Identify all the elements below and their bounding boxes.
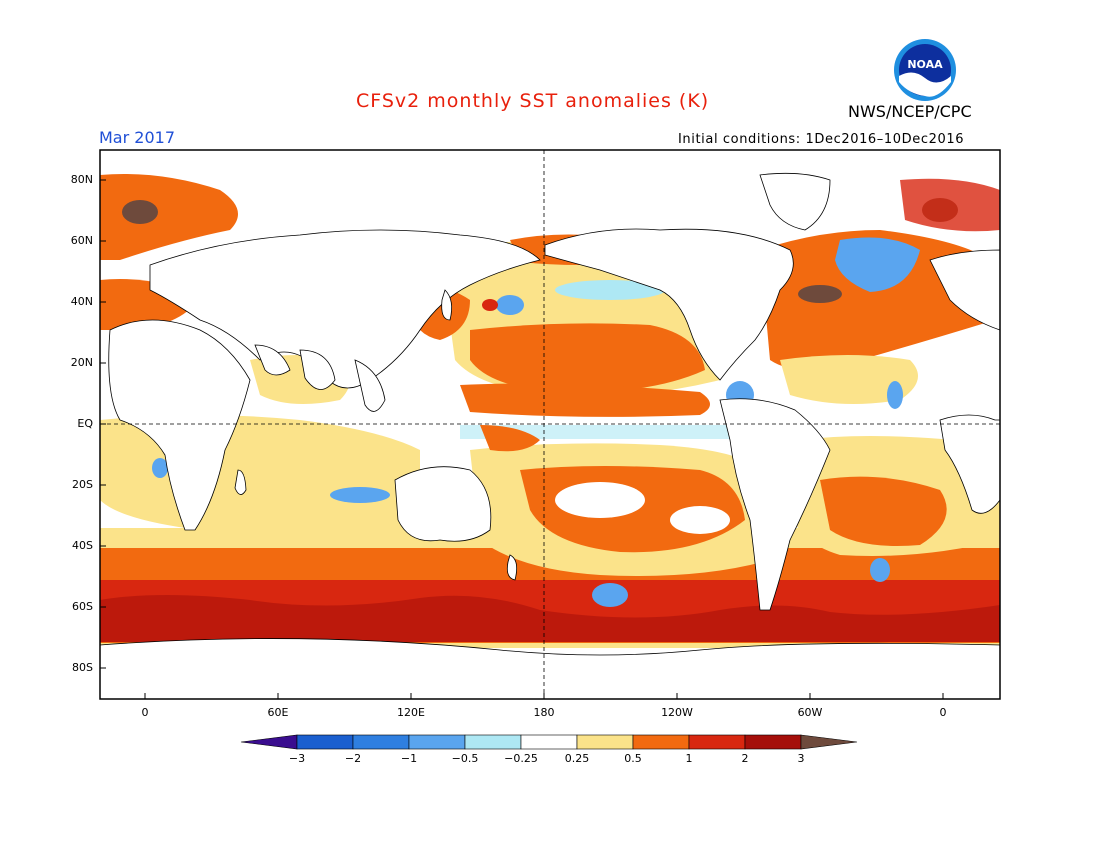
colorbar-label-neg2: −2 bbox=[344, 752, 362, 765]
lon-label-0-right: 0 bbox=[939, 706, 947, 719]
noaa-logo: NOAA bbox=[894, 39, 956, 101]
lat-label-60s: 60S bbox=[72, 600, 93, 613]
south-pacific-anomaly bbox=[470, 443, 770, 607]
lon-label-60w: 60W bbox=[797, 706, 823, 719]
lon-label-120w: 120W bbox=[661, 706, 693, 719]
colorbar-label-neg0-25: −0.25 bbox=[504, 752, 538, 765]
lon-label-180: 180 bbox=[533, 706, 555, 719]
lat-label-20s: 20S bbox=[72, 478, 93, 491]
lat-label-40s: 40S bbox=[72, 539, 93, 552]
agency-label: NWS/NCEP/CPC bbox=[848, 102, 972, 121]
colorbar-label-2: 2 bbox=[741, 752, 749, 765]
lat-label-40n: 40N bbox=[70, 295, 93, 308]
lat-label-eq: EQ bbox=[77, 417, 93, 430]
lon-label-60e: 60E bbox=[267, 706, 289, 719]
lat-label-80s: 80S bbox=[72, 661, 93, 674]
coastlines bbox=[100, 172, 1000, 699]
lat-label-60n: 60N bbox=[70, 234, 93, 247]
colorbar-label-3: 3 bbox=[797, 752, 805, 765]
lat-label-20n: 20N bbox=[70, 356, 93, 369]
initial-conditions: Initial conditions: 1Dec2016–10Dec2016 bbox=[678, 132, 965, 147]
colorbar-label-neg0-5: −0.5 bbox=[451, 752, 479, 765]
lon-ticks bbox=[144, 693, 944, 699]
lon-label-120e: 120E bbox=[397, 706, 425, 719]
noaa-logo-text: NOAA bbox=[907, 58, 943, 71]
page-title: CFSv2 monthly SST anomalies (K) bbox=[356, 90, 710, 112]
colorbar-label-1: 1 bbox=[685, 752, 693, 765]
south-atlantic-anomaly bbox=[790, 436, 1000, 582]
colorbar-label-0-25: 0.25 bbox=[564, 752, 590, 765]
forecast-month: Mar 2017 bbox=[99, 128, 175, 147]
colorbar-label-neg3: −3 bbox=[288, 752, 306, 765]
lon-label-0: 0 bbox=[141, 706, 149, 719]
lat-label-80n: 80N bbox=[70, 173, 93, 186]
colorbar-label-neg1: −1 bbox=[400, 752, 418, 765]
lat-ticks bbox=[100, 179, 106, 669]
colorbar-label-0-5: 0.5 bbox=[624, 752, 642, 765]
